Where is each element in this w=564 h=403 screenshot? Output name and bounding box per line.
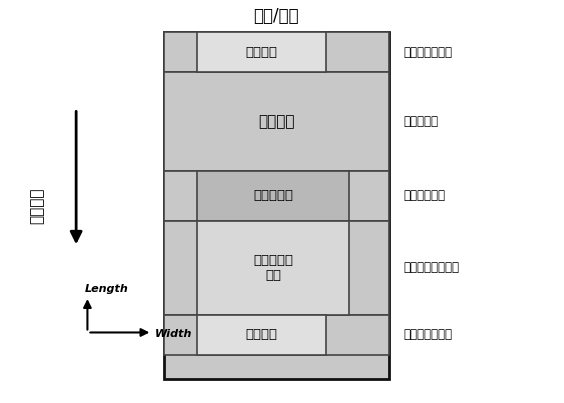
Text: 水聚集蒸发
传热: 水聚集蒸发 传热 xyxy=(253,254,293,282)
Text: Width: Width xyxy=(155,330,192,339)
Text: 辐射传热区: 辐射传热区 xyxy=(403,115,438,128)
Bar xyxy=(164,171,389,221)
Bar xyxy=(164,32,389,72)
Bar xyxy=(197,32,326,72)
Text: 喷淋水传热区: 喷淋水传热区 xyxy=(403,189,445,202)
Bar xyxy=(197,315,326,355)
Bar xyxy=(164,315,389,355)
Text: 夹辊接触传热区: 夹辊接触传热区 xyxy=(403,46,452,59)
Bar xyxy=(164,32,389,379)
Bar xyxy=(164,221,389,315)
Text: 夹辊传热: 夹辊传热 xyxy=(246,46,277,59)
Text: 水聚集蒸发传热区: 水聚集蒸发传热区 xyxy=(403,262,459,274)
Text: 宽面/窄面: 宽面/窄面 xyxy=(254,7,299,25)
Text: 辐射传热: 辐射传热 xyxy=(258,114,294,129)
Text: 拉坯方向: 拉坯方向 xyxy=(29,187,44,224)
Text: Length: Length xyxy=(85,284,129,294)
Bar xyxy=(164,72,389,171)
Bar xyxy=(197,171,349,221)
Text: 水冲击传热: 水冲击传热 xyxy=(253,189,293,202)
Bar xyxy=(197,221,349,315)
Text: 夹辊接触传热区: 夹辊接触传热区 xyxy=(403,328,452,341)
Text: 夹辊传热: 夹辊传热 xyxy=(246,328,277,341)
